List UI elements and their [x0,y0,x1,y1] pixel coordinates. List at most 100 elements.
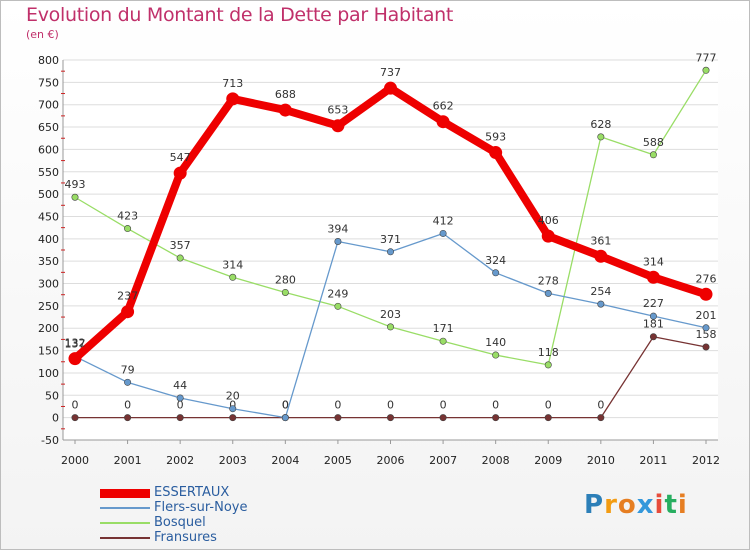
data-point [594,249,608,263]
y-tick-label: 250 [38,300,59,313]
x-tick-label: 2012 [692,454,720,467]
data-label: 140 [485,336,506,349]
data-label: 361 [590,234,611,247]
data-point [124,378,132,386]
data-point [173,166,187,180]
data-label: 423 [117,210,138,223]
data-label: 406 [538,214,559,227]
data-point [229,273,237,281]
x-tick-label: 2001 [114,454,142,467]
data-point [229,414,237,422]
y-tick-label: 300 [38,278,59,291]
logo-letter: r [604,490,618,520]
data-label: 653 [327,104,348,117]
data-label: 314 [222,258,243,271]
data-point [597,300,605,308]
data-point [702,324,710,332]
logo-letter: i [654,490,665,520]
data-point [646,270,660,284]
logo-letter: P [584,490,605,520]
data-label: 371 [380,233,401,246]
data-label: 79 [121,363,135,376]
data-label: 0 [72,399,79,412]
y-tick-label: 200 [38,322,59,335]
x-tick-label: 2004 [271,454,299,467]
data-point [386,248,394,256]
legend-swatch [100,537,150,539]
legend-swatch [100,488,150,498]
y-tick-label: 50 [45,389,59,402]
data-point [649,333,657,341]
data-label: 132 [65,337,86,350]
data-point [544,361,552,369]
data-label: 137 [65,337,86,350]
data-point [384,81,397,95]
data-label: 118 [538,346,559,359]
legend-item: Bosquel [100,515,206,531]
x-tick-label: 2003 [219,454,247,467]
data-point [334,302,342,310]
x-tick-label: 2009 [534,454,562,467]
data-point [386,414,394,422]
legend-item: Fransures [100,530,217,546]
data-point [68,352,82,366]
data-label: 737 [380,66,401,79]
data-point [176,254,184,262]
x-tick-label: 2008 [482,454,510,467]
data-label: 0 [440,399,447,412]
data-label: 0 [282,399,289,412]
data-label: 324 [485,254,506,267]
data-label: 412 [433,214,454,227]
data-label: 357 [170,239,191,252]
y-tick-label: 500 [38,188,59,201]
data-label: 713 [222,77,243,90]
data-point [386,323,394,331]
data-point [649,312,657,320]
data-label: 278 [538,274,559,287]
data-point [492,351,500,359]
data-point [226,92,240,106]
y-tick-label: 750 [38,76,59,89]
data-label: 0 [334,399,341,412]
data-label: 203 [380,308,401,321]
data-point [176,394,184,402]
data-label: 777 [696,51,717,64]
data-label: 227 [643,297,664,310]
y-tick-label: 800 [38,54,59,67]
data-label: 628 [590,118,611,131]
data-label: 254 [590,285,611,298]
chart-subtitle: (en €) [26,28,59,41]
data-point [124,225,132,233]
data-point [71,414,79,422]
data-point [71,193,79,201]
legend-label: Fransures [154,530,217,545]
legend-swatch [100,507,150,509]
x-tick-label: 2002 [166,454,194,467]
data-label: 0 [177,399,184,412]
data-point [124,414,132,422]
data-point [278,103,292,117]
y-tick-label: 450 [38,210,59,223]
logo-letter: t [664,490,678,520]
logo-letter: x [636,490,655,520]
y-tick-label: 650 [38,121,59,134]
data-point [492,269,500,277]
data-point [281,414,289,422]
legend-swatch [100,522,150,524]
data-label: 20 [226,390,240,403]
data-point [702,343,710,351]
x-tick-label: 2006 [377,454,405,467]
data-label: 0 [492,399,499,412]
legend-item: Flers-sur-Noye [100,500,247,516]
data-label: 201 [696,309,717,322]
data-point [541,229,555,243]
y-tick-label: 100 [38,367,59,380]
data-label: 0 [229,399,236,412]
legend-label: ESSERTAUX [154,485,230,500]
data-point [331,119,345,133]
data-label: 547 [170,151,191,164]
data-point [229,405,237,413]
data-point [176,414,184,422]
y-tick-label: 350 [38,255,59,268]
data-label: 158 [696,328,717,341]
